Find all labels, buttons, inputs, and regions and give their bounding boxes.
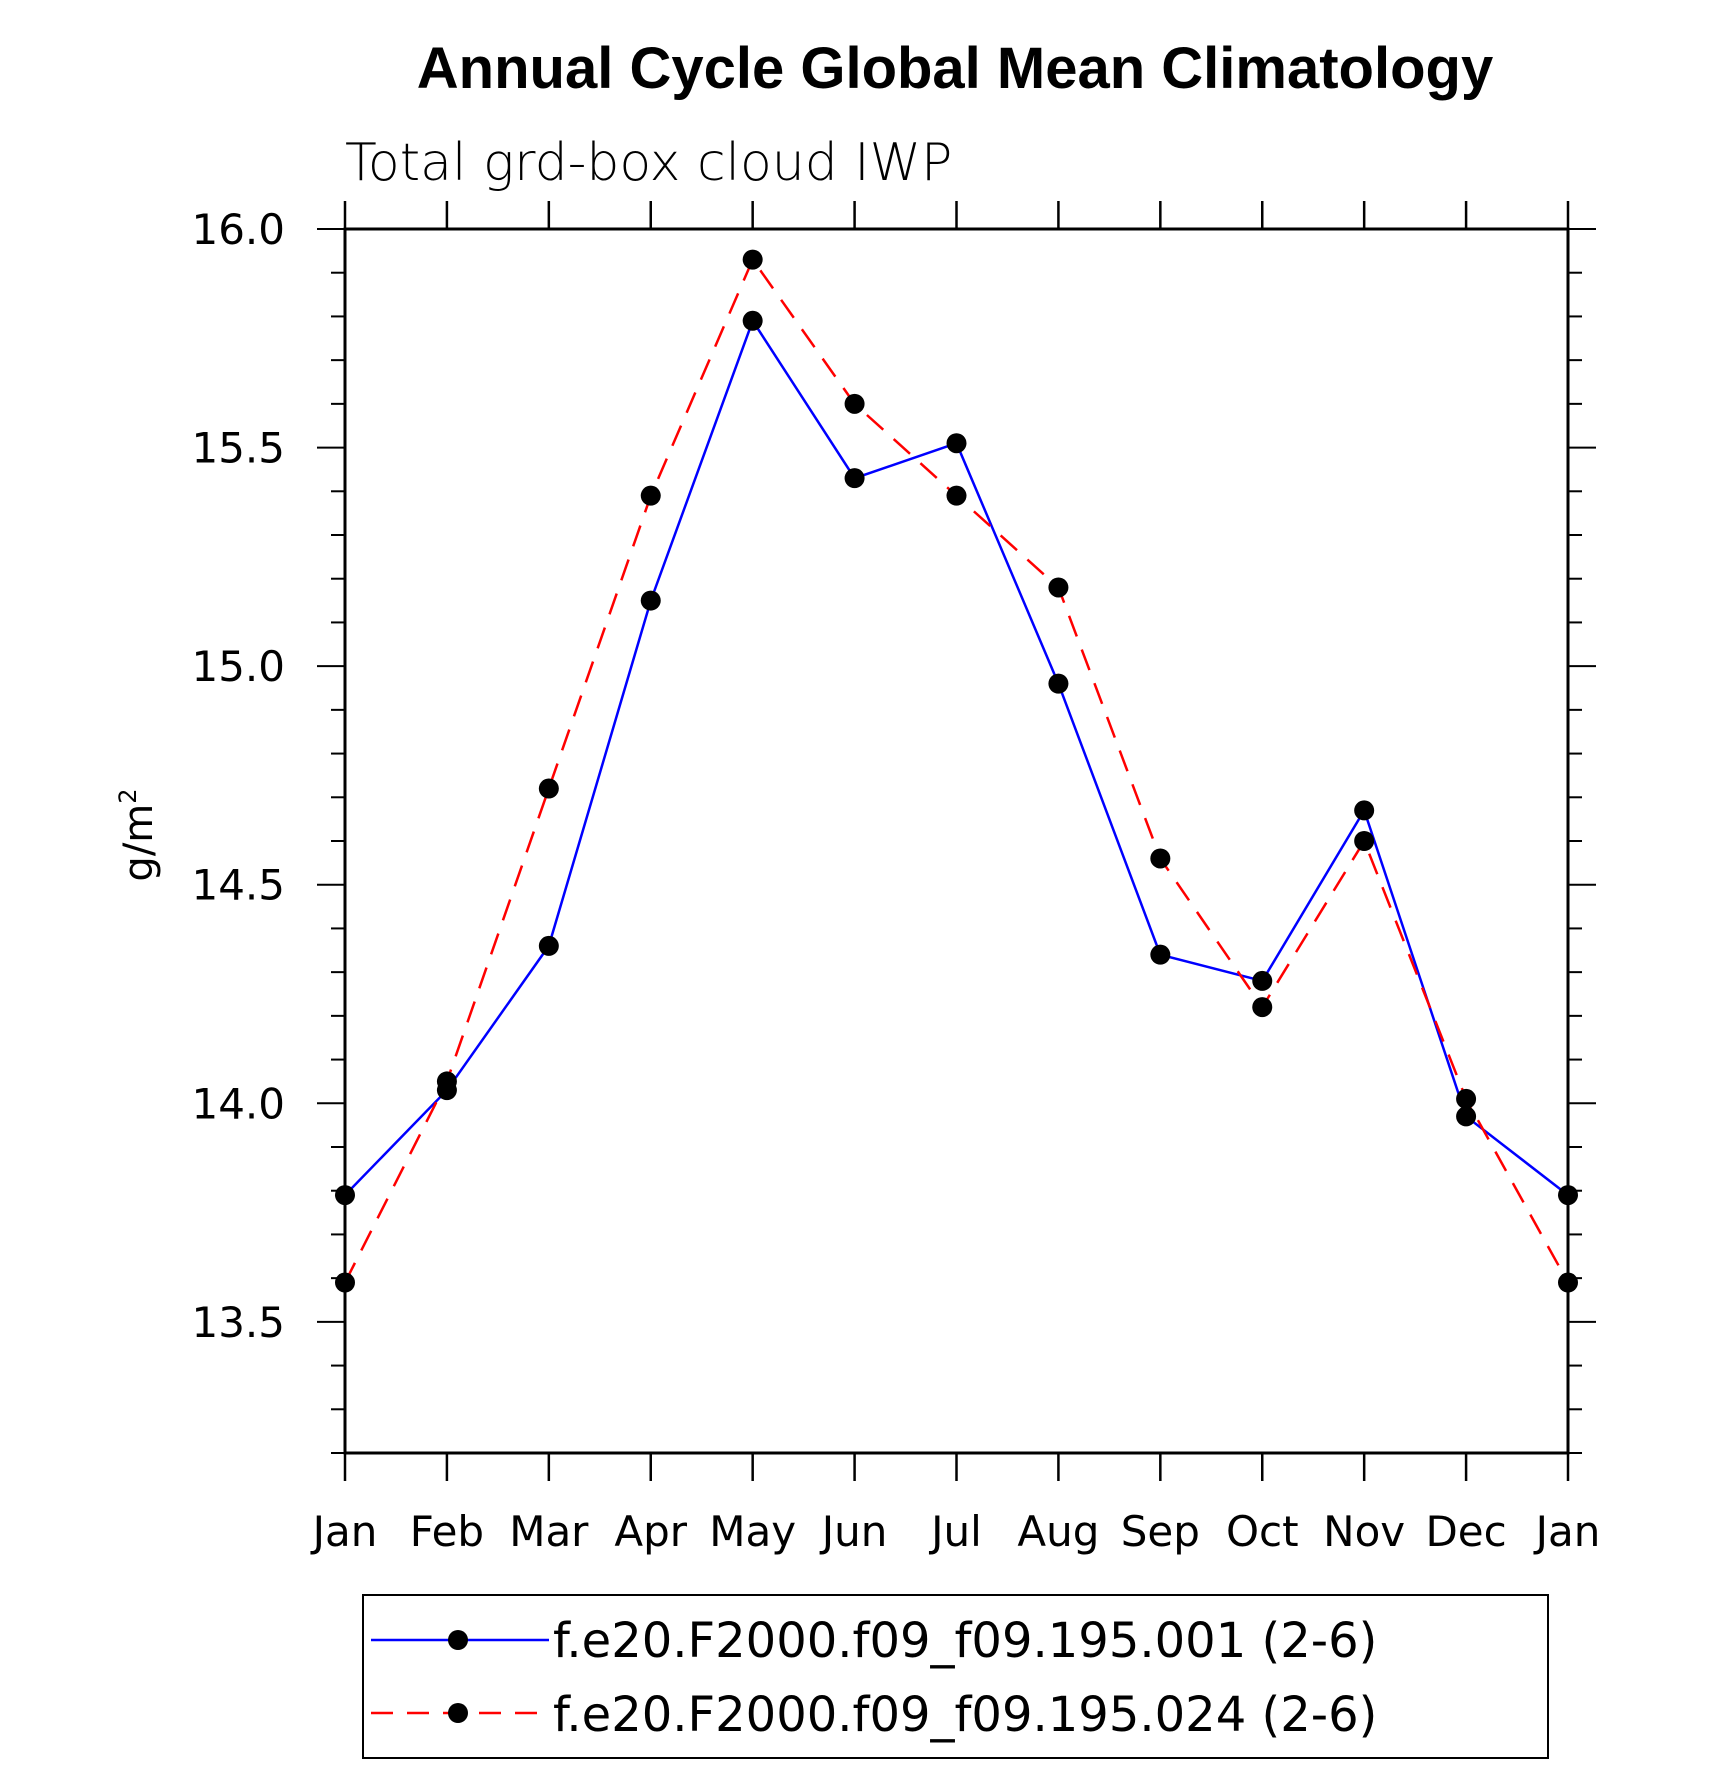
chart-title: Annual Cycle Global Mean Climatology xyxy=(417,36,1493,101)
x-tick-label: Sep xyxy=(1121,1507,1200,1556)
x-tick-label: Jun xyxy=(819,1507,888,1556)
chart-subtitle: Total grd-box cloud IWP xyxy=(345,133,952,193)
x-tick-label: Nov xyxy=(1323,1507,1405,1556)
x-tick-label: Jul xyxy=(928,1507,982,1556)
x-tick-label: Jan xyxy=(1533,1507,1601,1556)
data-point-series-2 xyxy=(1048,577,1069,598)
x-tick-label: Dec xyxy=(1425,1507,1506,1556)
data-point-series-2 xyxy=(640,485,661,506)
y-tick-label: 15.5 xyxy=(191,424,285,473)
y-axis-label-superscript: 2 xyxy=(114,788,142,803)
data-point-series-2 xyxy=(1456,1088,1477,1109)
series-line-2 xyxy=(343,257,1570,1284)
svg-text:g/m2: g/m2 xyxy=(114,788,162,881)
legend-box xyxy=(362,1594,1549,1759)
legend-label-series-2: f.e20.F2000.f09_f09.195.024 (2-6) xyxy=(553,1687,1377,1743)
data-point-series-1 xyxy=(844,468,865,489)
legend-marker-series-1 xyxy=(448,1630,468,1650)
data-point-series-1 xyxy=(1252,970,1273,991)
y-tick-label: 16.0 xyxy=(191,205,285,254)
y-tick-label: 15.0 xyxy=(191,642,285,691)
x-tick-label: Apr xyxy=(614,1507,687,1556)
x-tick-label: Mar xyxy=(509,1507,589,1556)
data-point-series-2 xyxy=(1354,831,1375,851)
legend-marker-series-2 xyxy=(448,1703,468,1723)
data-point-series-2 xyxy=(1150,848,1171,869)
x-tick-label: Aug xyxy=(1017,1507,1099,1556)
data-point-series-2 xyxy=(1558,1272,1578,1293)
data-point-series-1 xyxy=(640,590,661,611)
data-point-series-2 xyxy=(538,778,559,799)
series-lines xyxy=(343,257,1570,1284)
data-point-series-1 xyxy=(1150,944,1171,965)
legend-label-series-1: f.e20.F2000.f09_f09.195.001 (2-6) xyxy=(553,1613,1377,1669)
y-axis-label-text: g/m xyxy=(116,804,162,882)
data-point-series-1 xyxy=(1354,800,1375,821)
data-point-series-1 xyxy=(1456,1106,1477,1127)
data-point-series-2 xyxy=(335,1272,355,1293)
data-point-series-1 xyxy=(1048,673,1069,694)
data-point-series-2 xyxy=(1252,997,1273,1018)
data-point-series-1 xyxy=(1558,1185,1578,1206)
data-point-series-1 xyxy=(335,1185,355,1206)
x-tick-label: May xyxy=(709,1507,796,1556)
data-point-series-2 xyxy=(946,485,967,506)
data-point-series-1 xyxy=(946,433,967,454)
axis-ticks xyxy=(317,201,1596,1481)
data-point-series-2 xyxy=(844,393,865,414)
data-point-series-2 xyxy=(742,249,763,270)
plot-frame xyxy=(343,227,1570,1455)
y-tick-label: 13.5 xyxy=(191,1298,285,1347)
data-point-series-2 xyxy=(436,1071,457,1092)
y-tick-label: 14.0 xyxy=(191,1079,285,1128)
y-tick-labels: 13.5 14.0 14.5 15.0 15.5 16.0 xyxy=(191,205,285,1347)
y-axis-label: g/m2 xyxy=(114,788,162,881)
data-point-series-1 xyxy=(742,310,763,331)
x-tick-labels: Jan Feb Mar Apr May Jun Jul Aug Sep Oct Nov Dec Jan xyxy=(310,1507,1601,1556)
x-tick-label: Jan xyxy=(310,1507,378,1556)
x-tick-label: Feb xyxy=(410,1507,484,1556)
data-point-series-1 xyxy=(538,935,559,956)
legend: f.e20.F2000.f09_f09.195.001 (2-6) f.e20.… xyxy=(362,1594,1549,1759)
series-markers xyxy=(335,249,1578,1293)
x-tick-label: Oct xyxy=(1226,1507,1299,1556)
y-tick-label: 14.5 xyxy=(191,861,285,910)
